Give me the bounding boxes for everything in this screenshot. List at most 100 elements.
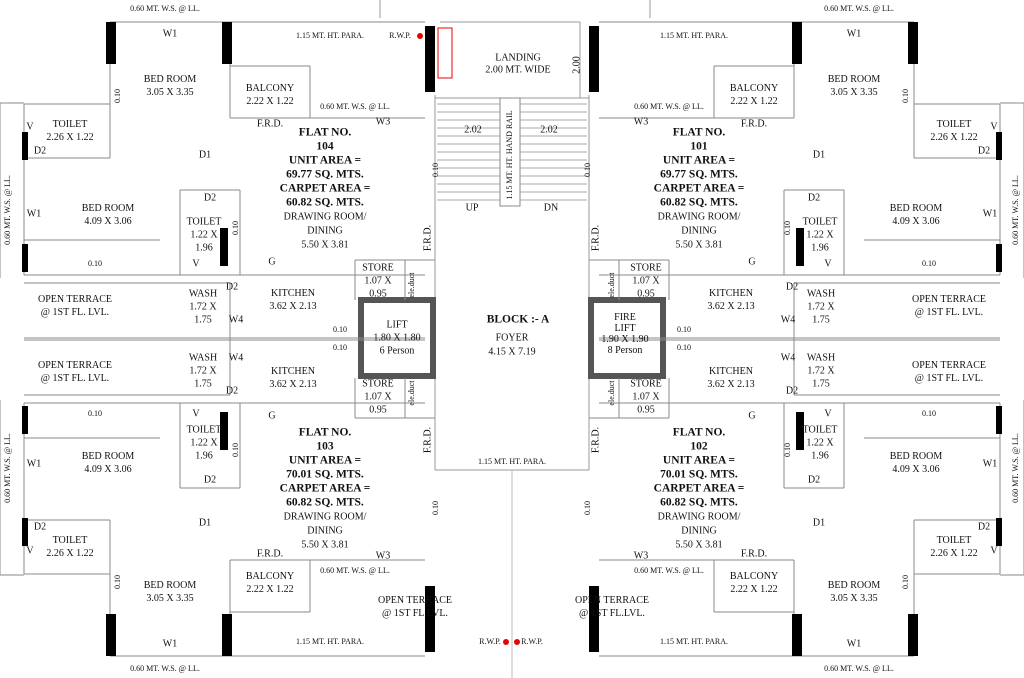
room-label: WASH [807, 288, 835, 299]
room-label: 3.62 X 2.13 [707, 301, 754, 312]
room-label: BED ROOM [82, 203, 135, 214]
room-label: TOILET [187, 424, 222, 435]
room-label: 1.72 X [189, 301, 217, 312]
room-label: WASH [189, 288, 217, 299]
column [22, 244, 28, 272]
room-label: BED ROOM [144, 74, 197, 85]
rwp-marker [503, 639, 509, 645]
room-label: 1.07 X [364, 275, 392, 286]
unit-area: 69.77 SQ. MTS. [660, 169, 738, 181]
dimension: 0.10 [583, 501, 592, 515]
column [222, 22, 232, 64]
room-label: 3.05 X 3.35 [146, 593, 193, 604]
room-label: KITCHEN [271, 288, 315, 299]
room-label: BALCONY [730, 571, 778, 582]
dimension: 0.10 [583, 163, 592, 177]
note: 0.60 MT. W.S. @ LL. [320, 566, 390, 575]
dimension: 0.10 [901, 89, 910, 103]
column [220, 412, 228, 450]
room-label: WASH [189, 352, 217, 363]
flat-number: 102 [690, 441, 708, 453]
room-label: 4.09 X 3.06 [84, 464, 131, 475]
room-label: 0.95 [369, 404, 387, 415]
note: 1.15 MT. HT. PARA. [660, 31, 728, 40]
room-label: 2.22 X 1.22 [730, 584, 777, 595]
note: 0.60 MT. W.S. @ LL. [634, 102, 704, 111]
landing-label: LANDING [495, 52, 541, 63]
room-label: 1.22 X [190, 437, 218, 448]
room-label: BED ROOM [828, 74, 881, 85]
room-label: TOILET [187, 216, 222, 227]
opening-label: D1 [813, 149, 825, 160]
dimension: 0.10 [333, 343, 347, 352]
flat-no: FLAT NO. [299, 427, 352, 439]
opening-label: D2 [808, 192, 820, 203]
landing-label: 2.00 MT. WIDE [485, 64, 550, 75]
fire-lift-label: 8 Person [608, 345, 643, 356]
opening-label: D1 [199, 517, 211, 528]
column [106, 22, 116, 64]
opening-label: W3 [634, 116, 648, 127]
room-label: KITCHEN [709, 366, 753, 377]
dimension: 2.02 [540, 124, 558, 135]
room-label: STORE [630, 378, 662, 389]
rwp-marker [514, 639, 520, 645]
note: ele.duct [407, 272, 416, 298]
opening-label: F.R.D. [257, 118, 283, 129]
unit-area-label: UNIT AREA = [663, 455, 735, 467]
room-label: TOILET [803, 216, 838, 227]
opening-label: D2 [204, 192, 216, 203]
opening-label: V [990, 545, 998, 556]
opening-label: D2 [786, 385, 798, 396]
room-label: OPEN TERRACE [378, 595, 452, 606]
unit-area: 70.01 SQ. MTS. [660, 469, 738, 481]
block-title: BLOCK :- A [487, 314, 550, 326]
note: 0.60 MT. W.S. @ LL. [130, 4, 200, 13]
note: 0.60 MT. W.S. @ LL. [320, 102, 390, 111]
opening-label: F.R.D. [422, 427, 433, 453]
dimension: 0.10 [922, 259, 936, 268]
room-label: 5.50 X 3.81 [301, 539, 348, 550]
unit-area: 70.01 SQ. MTS. [286, 469, 364, 481]
opening-label: D2 [226, 281, 238, 292]
column [996, 518, 1002, 546]
opening-label: D2 [978, 521, 990, 532]
room-label: BED ROOM [144, 580, 197, 591]
opening-label: F.R.D. [257, 548, 283, 559]
room-label: 0.95 [637, 288, 655, 299]
opening-label: D1 [813, 517, 825, 528]
room-label: 2.22 X 1.22 [246, 584, 293, 595]
column [589, 26, 599, 92]
opening-label: W1 [847, 638, 861, 649]
room-label: 2.26 X 1.22 [46, 548, 93, 559]
room-label: TOILET [53, 535, 88, 546]
room-label: 1.75 [812, 378, 830, 389]
column [996, 132, 1002, 160]
opening-label: F.R.D. [422, 225, 433, 251]
column [106, 614, 116, 656]
opening-label: G [748, 256, 755, 267]
room-label: 2.22 X 1.22 [730, 96, 777, 107]
room-label: BALCONY [246, 571, 294, 582]
room-label: OPEN TERRACE [575, 595, 649, 606]
unit-area-label: UNIT AREA = [289, 155, 361, 167]
lift-label: 1.80 X 1.80 [373, 332, 420, 343]
carpet-area-label: CARPET AREA = [280, 483, 371, 495]
room-label: 3.62 X 2.13 [269, 301, 316, 312]
room-label: OPEN TERRACE [38, 360, 112, 371]
fire-lift-label: LIFT [614, 323, 635, 334]
lift-label: 6 Person [380, 345, 415, 356]
room-label: TOILET [937, 535, 972, 546]
room-label: 4.09 X 3.06 [892, 464, 939, 475]
opening-label: W1 [983, 458, 997, 469]
room-label: 1.72 X [189, 365, 217, 376]
room-label: KITCHEN [709, 288, 753, 299]
flat-no: FLAT NO. [673, 127, 726, 139]
core-walls [379, 0, 651, 678]
room-label: WASH [807, 352, 835, 363]
note: ele.duct [407, 380, 416, 406]
room-label: 1.96 [811, 450, 829, 461]
fire-lift-label: 1.90 X 1.90 [601, 334, 648, 345]
room-label: 1.96 [811, 242, 829, 253]
room-label: BALCONY [730, 83, 778, 94]
